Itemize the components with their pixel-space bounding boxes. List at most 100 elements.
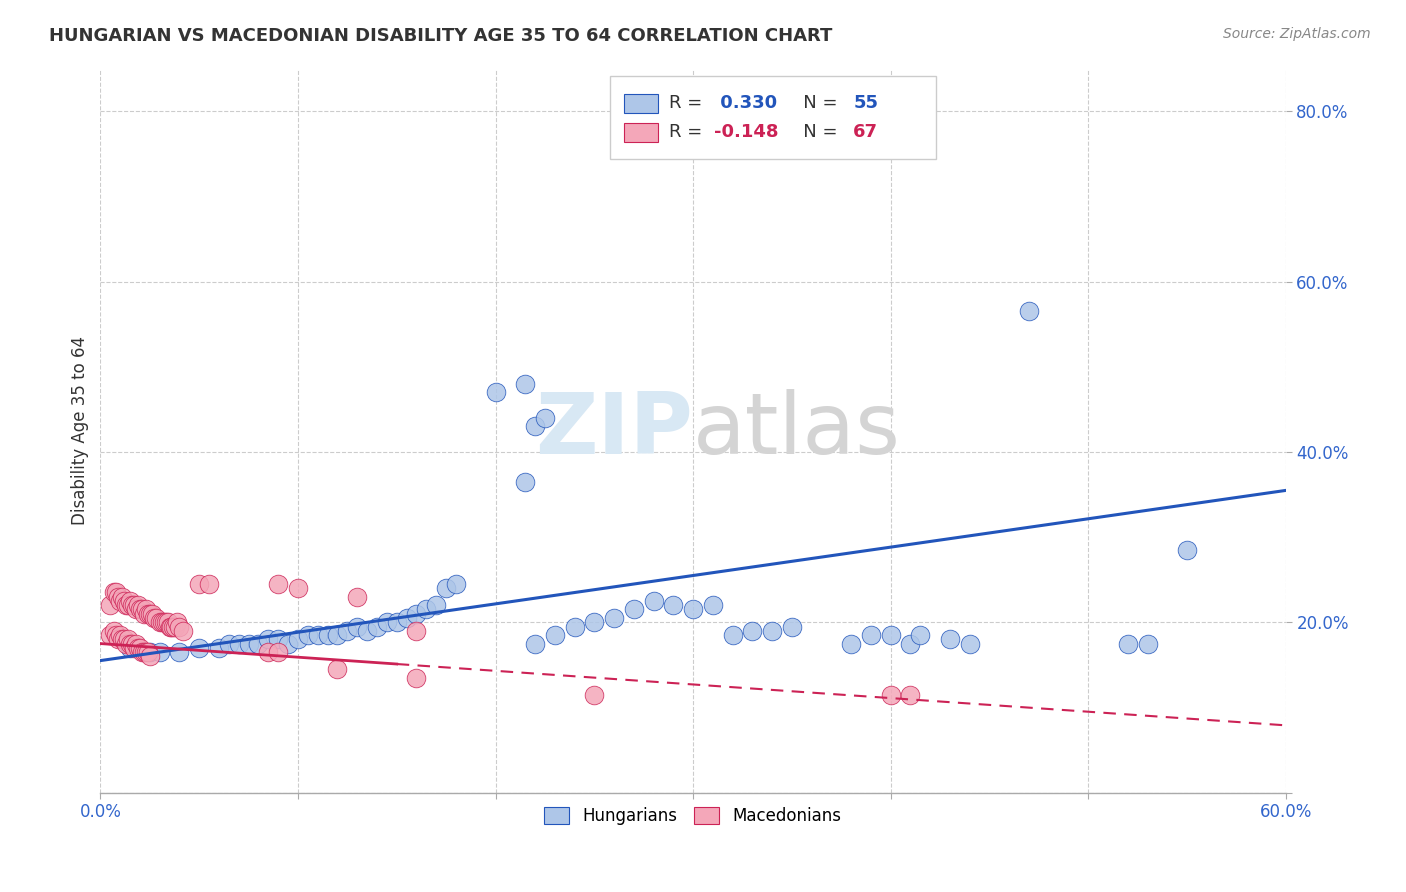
Point: [172, 624, 194, 638]
Point: [741, 624, 763, 638]
FancyBboxPatch shape: [624, 123, 658, 142]
Point: [139, 607, 162, 621]
FancyBboxPatch shape: [624, 94, 658, 112]
Point: [859, 628, 882, 642]
Point: [385, 615, 408, 630]
Point: [316, 628, 339, 642]
Point: [515, 475, 537, 489]
Point: [131, 602, 153, 616]
Point: [150, 615, 173, 630]
Point: [900, 636, 922, 650]
Point: [122, 599, 145, 613]
Point: [375, 615, 398, 630]
Point: [136, 645, 159, 659]
Point: [218, 636, 240, 650]
Point: [169, 645, 191, 659]
Point: [336, 624, 359, 638]
Point: [247, 636, 270, 650]
Point: [287, 632, 309, 647]
Point: [142, 611, 165, 625]
Point: [267, 632, 290, 647]
Point: [132, 607, 155, 621]
Point: [484, 385, 506, 400]
Point: [1175, 542, 1198, 557]
Point: [103, 624, 125, 638]
Point: [117, 599, 139, 613]
Text: atlas: atlas: [693, 389, 901, 472]
Point: [125, 636, 148, 650]
Point: [115, 599, 138, 613]
Point: [524, 636, 547, 650]
Text: Source: ZipAtlas.com: Source: ZipAtlas.com: [1223, 27, 1371, 41]
Point: [583, 615, 606, 630]
Point: [297, 628, 319, 642]
Point: [326, 662, 349, 676]
Point: [238, 636, 260, 650]
Point: [105, 585, 128, 599]
Legend: Hungarians, Macedonians: Hungarians, Macedonians: [534, 797, 852, 835]
Point: [156, 615, 179, 630]
Point: [346, 619, 368, 633]
Point: [434, 581, 457, 595]
Point: [267, 577, 290, 591]
Point: [118, 636, 141, 650]
Point: [515, 376, 537, 391]
Point: [721, 628, 744, 642]
Point: [125, 602, 148, 616]
Point: [1018, 304, 1040, 318]
Point: [122, 640, 145, 655]
Point: [135, 645, 157, 659]
Point: [155, 615, 177, 630]
Point: [405, 624, 427, 638]
Point: [761, 624, 783, 638]
Point: [169, 619, 191, 633]
Point: [959, 636, 981, 650]
Point: [583, 688, 606, 702]
Point: [228, 636, 250, 650]
Point: [544, 628, 567, 642]
Point: [149, 645, 172, 659]
Text: R =: R =: [669, 123, 709, 141]
Point: [128, 602, 150, 616]
Point: [112, 594, 135, 608]
Point: [107, 590, 129, 604]
Point: [444, 577, 467, 591]
Point: [564, 619, 586, 633]
Point: [198, 577, 221, 591]
Point: [425, 599, 447, 613]
Point: [287, 581, 309, 595]
Point: [132, 645, 155, 659]
Point: [98, 628, 121, 642]
Point: [135, 602, 157, 616]
Text: 55: 55: [853, 95, 879, 112]
Point: [118, 594, 141, 608]
Point: [880, 628, 903, 642]
Point: [162, 619, 184, 633]
Point: [267, 645, 290, 659]
Point: [623, 602, 645, 616]
Point: [662, 599, 685, 613]
Point: [534, 410, 557, 425]
Point: [139, 645, 162, 659]
Point: [118, 640, 141, 655]
Point: [702, 599, 724, 613]
Point: [405, 607, 427, 621]
Point: [105, 628, 128, 642]
Point: [131, 645, 153, 659]
Point: [165, 619, 187, 633]
Point: [115, 636, 138, 650]
Point: [415, 602, 437, 616]
Point: [111, 590, 134, 604]
Point: [1116, 636, 1139, 650]
Point: [307, 628, 329, 642]
Text: -0.148: -0.148: [714, 123, 779, 141]
Point: [257, 632, 280, 647]
Point: [136, 607, 159, 621]
Point: [160, 619, 183, 633]
Point: [152, 615, 174, 630]
Point: [643, 594, 665, 608]
Point: [405, 671, 427, 685]
Point: [127, 599, 149, 613]
Text: 0.330: 0.330: [714, 95, 778, 112]
Point: [121, 599, 143, 613]
